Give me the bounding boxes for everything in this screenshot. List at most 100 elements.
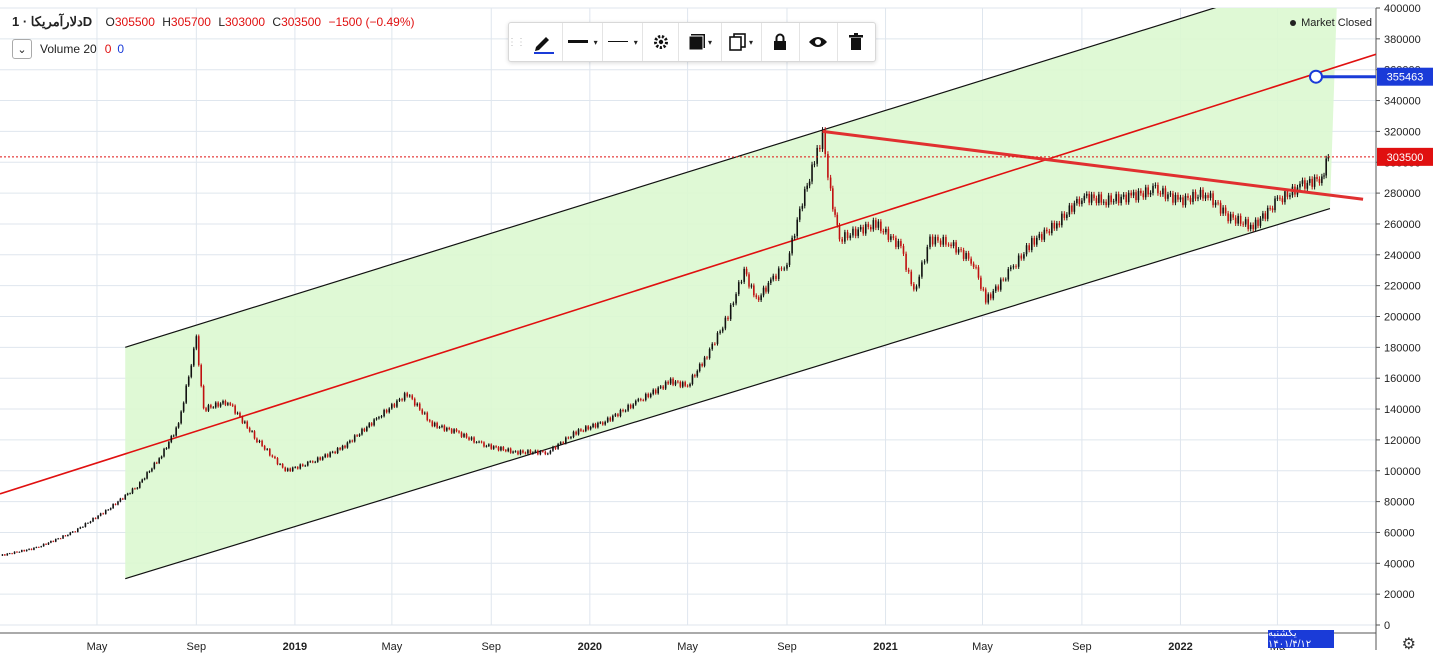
candle-body <box>1100 194 1103 203</box>
candle-body <box>1090 194 1093 203</box>
candle-body <box>1140 190 1142 194</box>
candle-body <box>519 450 522 455</box>
candle-body <box>977 267 980 278</box>
candle-body <box>627 404 629 411</box>
candle-body <box>1164 188 1167 199</box>
last-price-badge-text: 303500 <box>1387 152 1424 164</box>
candle-body <box>246 421 249 428</box>
candle-body <box>1157 185 1159 194</box>
y-tick-label: 180000 <box>1384 342 1421 354</box>
candle-body <box>637 399 640 401</box>
trash-icon[interactable] <box>836 23 875 61</box>
candle-body <box>1102 201 1105 203</box>
lock-icon[interactable] <box>760 23 799 61</box>
drag-handle-icon[interactable]: ⋮⋮ <box>507 36 526 48</box>
candle-body <box>59 538 62 540</box>
candle-body <box>1063 213 1066 218</box>
eye-icon[interactable] <box>798 23 837 61</box>
candle-body <box>1162 188 1164 195</box>
candle-body <box>727 317 729 320</box>
candle-body <box>659 386 662 388</box>
chevron-down-icon[interactable]: ⌄ <box>12 39 32 59</box>
y-tick-label: 20000 <box>1384 589 1415 601</box>
candle-body <box>614 414 617 416</box>
line-style-icon[interactable]: ▾ <box>562 23 602 61</box>
candle-body <box>1167 194 1169 199</box>
candle-body <box>867 224 870 228</box>
median-line <box>0 53 1376 495</box>
candle-body <box>1327 156 1330 159</box>
candle-body <box>263 445 266 450</box>
high-label: H <box>162 15 171 29</box>
candle-body <box>737 282 740 295</box>
x-tick-label: May <box>87 641 108 653</box>
candle-body <box>877 221 880 228</box>
candle-body <box>1299 183 1301 188</box>
gear-icon[interactable] <box>642 23 678 61</box>
candle-body <box>141 479 144 483</box>
candle-body <box>396 400 398 407</box>
clone-icon[interactable]: ▾ <box>720 23 761 61</box>
x-tick-label: Sep <box>187 641 207 653</box>
candle-body <box>1242 223 1244 225</box>
candle-body <box>339 448 341 450</box>
candle-body <box>1177 194 1179 200</box>
candle-body <box>880 221 882 232</box>
candle-body <box>657 387 659 394</box>
candle-body <box>577 429 580 435</box>
candle-body <box>406 393 409 397</box>
candle-body <box>21 550 23 552</box>
candle-body <box>403 393 406 401</box>
candle-body <box>57 538 59 540</box>
candle-body <box>565 437 567 444</box>
candle-body <box>582 430 585 432</box>
candle-body <box>64 535 67 537</box>
candle-body <box>76 528 79 532</box>
candle-body <box>1214 202 1217 206</box>
candle-body <box>748 274 750 287</box>
candle-body <box>436 422 438 428</box>
candle-body <box>1286 191 1289 197</box>
volume-label: Volume 20 <box>40 42 97 56</box>
candle-body <box>291 467 294 472</box>
candle-body <box>408 395 411 397</box>
candle-body <box>423 412 426 414</box>
candle-body <box>84 523 87 527</box>
candle-body <box>460 432 463 437</box>
candle-body <box>465 433 468 438</box>
chart-settings-gear-icon[interactable]: ⚙ <box>1401 636 1416 653</box>
candle-body <box>793 236 796 238</box>
candle-body <box>691 375 694 385</box>
line-width-icon[interactable]: ▾ <box>602 23 642 61</box>
candle-body <box>875 220 877 228</box>
y-tick-label: 80000 <box>1384 497 1415 509</box>
symbol-name[interactable]: دلارآمریکا · 1D <box>12 14 93 29</box>
candle-body <box>791 237 793 254</box>
candle-body <box>619 409 622 417</box>
candle-body <box>165 448 168 449</box>
candle-body <box>679 382 682 387</box>
candle-body <box>1120 196 1122 203</box>
candle-body <box>1043 229 1046 240</box>
pencil-icon[interactable] <box>523 23 562 61</box>
candle-body <box>1323 175 1325 177</box>
candle-body <box>992 290 995 299</box>
candle-body <box>549 450 552 454</box>
candle-body <box>1229 214 1232 222</box>
candle-body <box>1281 198 1284 203</box>
candle-body <box>385 410 388 413</box>
candle-body <box>829 177 832 189</box>
y-tick-label: 260000 <box>1384 219 1421 231</box>
candle-body <box>251 431 253 433</box>
candle-body <box>1149 192 1152 195</box>
fill-icon[interactable]: ▾ <box>678 23 720 61</box>
volume-legend: ⌄ Volume 20 0 0 <box>12 39 124 59</box>
x-tick-label: Sep <box>777 641 797 653</box>
candle-body <box>1204 195 1207 199</box>
candle-body <box>200 365 202 387</box>
drawing-toolbar: ⋮⋮ ▾ ▾ ▾ ▾ <box>507 22 876 62</box>
x-tick-label: 2019 <box>283 641 307 653</box>
candle-body <box>900 241 902 247</box>
